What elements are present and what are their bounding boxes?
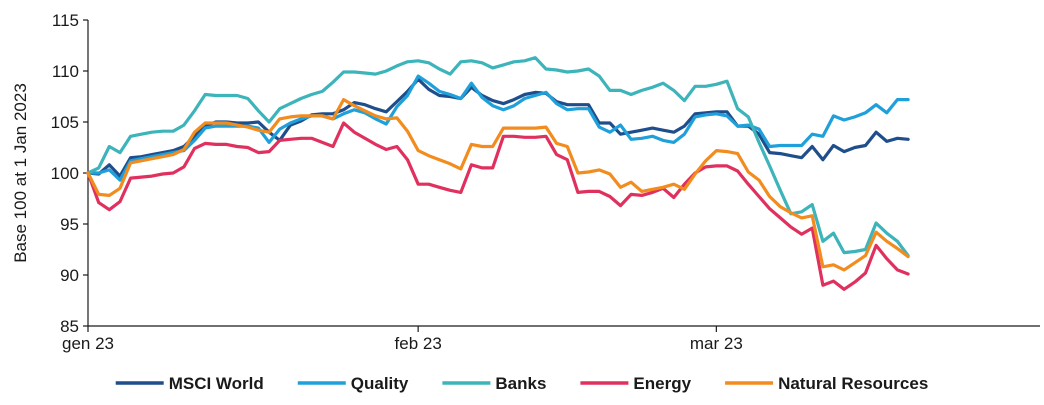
legend-label: Energy — [633, 374, 691, 393]
x-tick-label: gen 23 — [62, 334, 114, 353]
series-line-natural-resources — [86, 98, 910, 272]
legend-item-energy: Energy — [580, 374, 692, 393]
y-tick-label: 85 — [60, 317, 79, 336]
legend: MSCI World Quality Banks Energy Natural Reso… — [115, 374, 928, 393]
y-tick-label: 110 — [52, 62, 79, 81]
legend-item-msci-world: MSCI World — [115, 374, 264, 393]
legend-item-quality: Quality — [297, 374, 409, 393]
y-axis-title: Base 100 at 1 Jan 2023 — [11, 83, 30, 263]
legend-label: Banks — [495, 374, 546, 393]
y-tick-label: 95 — [60, 215, 79, 234]
x-tick-label: feb 23 — [395, 334, 442, 353]
y-tick-label: 115 — [52, 11, 79, 30]
x-axis: gen 23 feb 23 mar 23 — [62, 325, 1040, 353]
y-tick-label: 100 — [51, 164, 79, 183]
legend-label: Quality — [351, 374, 409, 393]
x-tick-label: mar 23 — [690, 334, 743, 353]
legend-label: Natural Resources — [778, 374, 928, 393]
y-axis: 85 90 95 100 105 110 115 Base 100 at 1 Jan 2023 — [11, 11, 89, 336]
series-lines — [86, 56, 910, 291]
legend-item-banks: Banks — [442, 374, 546, 393]
y-tick-label: 105 — [51, 113, 79, 132]
series-line-energy — [86, 121, 910, 291]
series-line-banks — [86, 56, 910, 258]
series-line-quality — [86, 74, 910, 182]
legend-item-natural-resources: Natural Resources — [725, 374, 928, 393]
y-tick-label: 90 — [60, 266, 79, 285]
legend-label: MSCI World — [169, 374, 264, 393]
